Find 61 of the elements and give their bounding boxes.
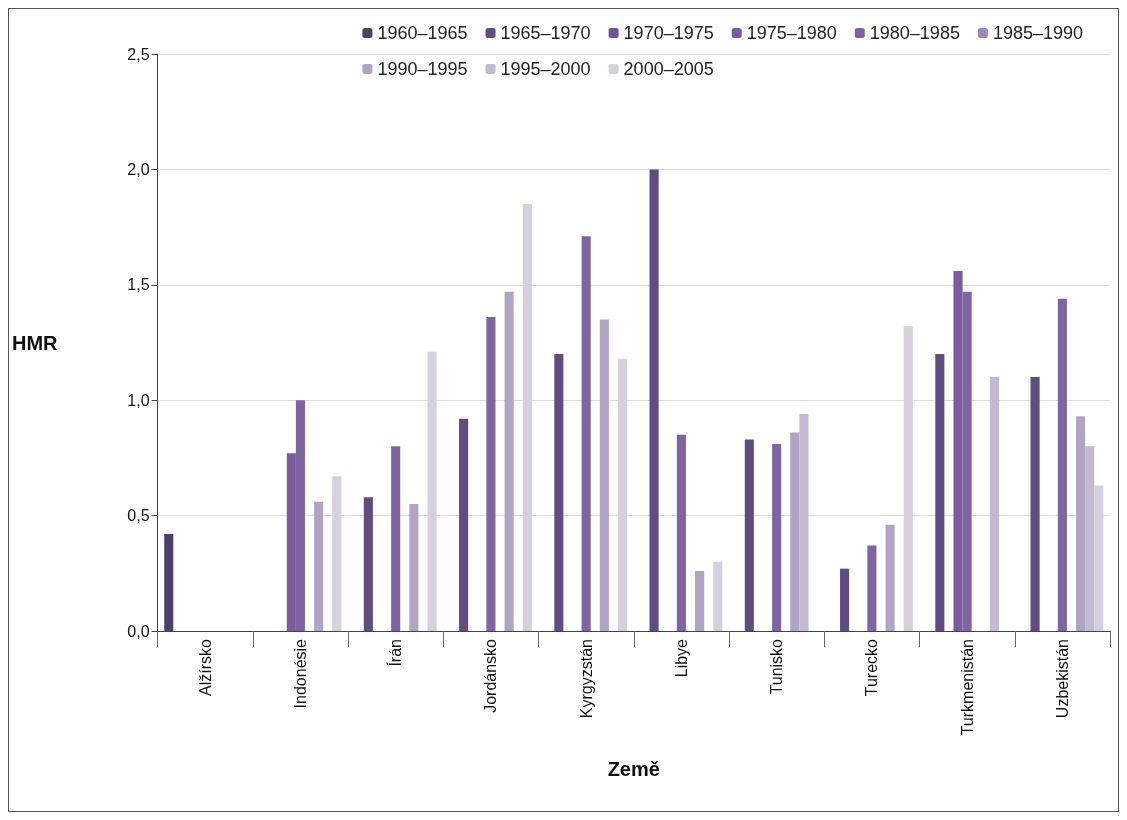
- legend-label: 1970–1975: [623, 23, 714, 43]
- bar: [772, 444, 782, 631]
- bar: [1076, 416, 1086, 631]
- bar: [676, 434, 686, 631]
- x-axis-title: Země: [607, 758, 660, 780]
- bar: [459, 418, 469, 631]
- y-axis-title: HMR: [12, 331, 59, 354]
- bar: [695, 570, 705, 631]
- legend-label: 1960–1965: [377, 23, 468, 43]
- bar: [903, 326, 913, 631]
- bar: [935, 354, 945, 631]
- bar: [618, 358, 628, 631]
- bar: [554, 354, 564, 631]
- x-tick-label: Libye: [672, 638, 690, 678]
- bar: [332, 476, 342, 631]
- bar: [1030, 377, 1040, 631]
- bar: [1085, 446, 1095, 631]
- bar: [744, 439, 754, 631]
- bar: [790, 432, 800, 631]
- bar: [713, 561, 723, 631]
- bar: [1057, 298, 1067, 631]
- legend-label: 2000–2005: [623, 59, 714, 79]
- y-tick-label: 1,5: [127, 276, 150, 294]
- bar: [164, 534, 174, 631]
- bar: [581, 236, 591, 631]
- x-tick-label: Turkmenistán: [958, 639, 976, 736]
- bar: [1094, 485, 1104, 631]
- bar: [427, 351, 437, 631]
- bar: [989, 377, 999, 631]
- x-tick-label: Indonésie: [291, 638, 309, 709]
- bar: [409, 504, 419, 631]
- legend-label: 1995–2000: [500, 59, 591, 79]
- y-tick-label: 0,5: [127, 507, 150, 525]
- legend-label: 1985–1990: [992, 23, 1084, 43]
- x-tick-label: Kyrgyzstán: [577, 639, 595, 719]
- legend-label: 1980–1985: [869, 23, 960, 43]
- x-tick-label: Uzbekistán: [1053, 639, 1071, 719]
- legend-label: 1975–1980: [746, 23, 837, 43]
- legend-label: 1990–1995: [377, 59, 468, 79]
- x-tick-label: Alžírsko: [196, 638, 214, 696]
- bar: [867, 545, 877, 631]
- bar: [840, 568, 850, 631]
- bar: [391, 446, 401, 631]
- x-tick-label: Turecko: [863, 638, 881, 697]
- bar: [649, 169, 659, 631]
- bar: [504, 291, 514, 631]
- bar: [522, 204, 532, 631]
- y-tick-label: 2,0: [127, 160, 150, 178]
- legend-label: 1965–1970: [500, 23, 591, 43]
- y-tick-label: 1,0: [127, 391, 150, 409]
- bar: [314, 501, 324, 631]
- bar: [885, 524, 895, 631]
- x-tick-label: Írán: [386, 639, 405, 667]
- bar: [486, 317, 496, 631]
- x-tick-label: Tunisko: [768, 638, 786, 695]
- y-tick-label: 2,5: [127, 45, 150, 63]
- bar: [363, 497, 373, 631]
- bar: [799, 414, 809, 631]
- y-tick-label: 0,0: [127, 622, 150, 640]
- x-tick-label: Jordánsko: [482, 638, 500, 713]
- bar: [599, 319, 609, 631]
